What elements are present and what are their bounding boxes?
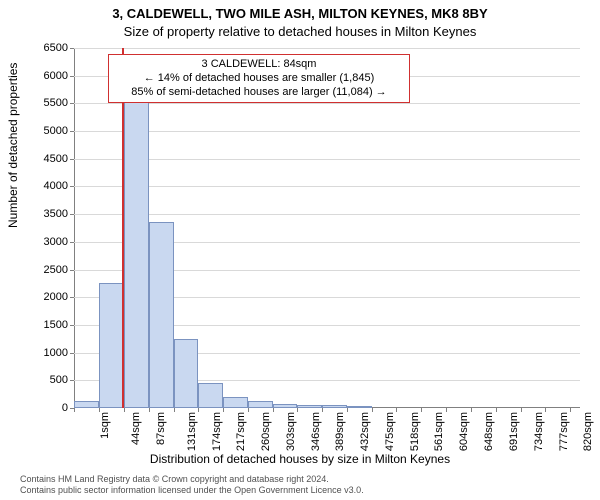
y-tick-label: 2500: [18, 264, 68, 276]
x-axis-title: Distribution of detached houses by size …: [0, 452, 600, 466]
y-tick-label: 6000: [18, 70, 68, 82]
histogram-bar: [174, 339, 199, 408]
x-tick-mark: [471, 408, 472, 412]
gridline: [74, 103, 580, 104]
footer-attribution: Contains HM Land Registry data © Crown c…: [20, 474, 364, 496]
y-tick-label: 1500: [18, 319, 68, 331]
x-tick-mark: [570, 408, 571, 412]
y-tick-mark: [70, 76, 74, 77]
x-tick-label: 604sqm: [458, 412, 470, 451]
y-tick-label: 5000: [18, 125, 68, 137]
x-tick-mark: [496, 408, 497, 412]
gridline: [74, 48, 580, 49]
x-tick-mark: [149, 408, 150, 412]
histogram-bar: [99, 283, 124, 408]
x-tick-label: 561sqm: [434, 412, 446, 451]
y-tick-label: 1000: [18, 347, 68, 359]
histogram-bar: [322, 405, 347, 408]
callout-line3: 85% of semi-detached houses are larger (…: [117, 86, 401, 100]
y-tick-label: 2000: [18, 291, 68, 303]
histogram-bar: [198, 383, 223, 408]
callout-line2: ← 14% of detached houses are smaller (1,…: [117, 72, 401, 86]
y-tick-label: 500: [18, 374, 68, 386]
x-tick-label: 217sqm: [235, 412, 247, 451]
x-tick-label: 174sqm: [211, 412, 223, 451]
y-tick-mark: [70, 159, 74, 160]
callout-line1: 3 CALDEWELL: 84sqm: [117, 58, 401, 72]
x-tick-mark: [74, 408, 75, 412]
y-tick-mark: [70, 297, 74, 298]
y-tick-mark: [70, 186, 74, 187]
x-tick-label: 777sqm: [558, 412, 570, 451]
x-tick-mark: [521, 408, 522, 412]
x-tick-mark: [545, 408, 546, 412]
x-tick-mark: [198, 408, 199, 412]
gridline: [74, 159, 580, 160]
y-tick-mark: [70, 242, 74, 243]
histogram-bar: [297, 405, 322, 408]
x-tick-label: 389sqm: [334, 412, 346, 451]
y-tick-label: 5500: [18, 97, 68, 109]
histogram-bar: [223, 397, 248, 408]
x-tick-label: 346sqm: [310, 412, 322, 451]
y-tick-mark: [70, 214, 74, 215]
x-tick-mark: [174, 408, 175, 412]
x-tick-label: 734sqm: [533, 412, 545, 451]
x-tick-label: 648sqm: [484, 412, 496, 451]
y-axis-line: [74, 48, 75, 408]
y-tick-mark: [70, 48, 74, 49]
histogram-bar: [273, 404, 298, 408]
x-tick-mark: [372, 408, 373, 412]
histogram-bar: [248, 401, 273, 408]
y-tick-label: 6500: [18, 42, 68, 54]
y-tick-label: 0: [18, 402, 68, 414]
gridline: [74, 186, 580, 187]
x-tick-label: 518sqm: [409, 412, 421, 451]
x-tick-label: 303sqm: [285, 412, 297, 451]
chart-container: 3, CALDEWELL, TWO MILE ASH, MILTON KEYNE…: [0, 0, 600, 500]
footer-line1: Contains HM Land Registry data © Crown c…: [20, 474, 364, 485]
y-axis-title: Number of detached properties: [6, 63, 20, 228]
x-tick-label: 691sqm: [508, 412, 520, 451]
y-tick-mark: [70, 131, 74, 132]
gridline: [74, 131, 580, 132]
x-tick-label: 260sqm: [260, 412, 272, 451]
x-tick-mark: [446, 408, 447, 412]
y-tick-label: 4500: [18, 153, 68, 165]
x-tick-label: 131sqm: [186, 412, 198, 451]
callout-box: 3 CALDEWELL: 84sqm ← 14% of detached hou…: [108, 54, 410, 103]
chart-title-sub: Size of property relative to detached ho…: [0, 24, 600, 39]
histogram-bar: [347, 406, 372, 408]
x-tick-label: 432sqm: [359, 412, 371, 451]
y-tick-mark: [70, 380, 74, 381]
x-tick-mark: [421, 408, 422, 412]
y-tick-mark: [70, 353, 74, 354]
x-tick-mark: [396, 408, 397, 412]
x-tick-label: 1sqm: [99, 412, 111, 439]
x-tick-mark: [124, 408, 125, 412]
x-tick-label: 475sqm: [384, 412, 396, 451]
gridline: [74, 214, 580, 215]
y-tick-mark: [70, 325, 74, 326]
x-tick-label: 820sqm: [583, 412, 595, 451]
chart-title-main: 3, CALDEWELL, TWO MILE ASH, MILTON KEYNE…: [0, 6, 600, 21]
x-tick-mark: [322, 408, 323, 412]
y-tick-label: 3000: [18, 236, 68, 248]
y-tick-mark: [70, 103, 74, 104]
x-tick-mark: [223, 408, 224, 412]
x-tick-mark: [347, 408, 348, 412]
histogram-bar: [74, 401, 99, 408]
x-tick-mark: [99, 408, 100, 412]
histogram-bar: [149, 222, 174, 408]
x-tick-mark: [273, 408, 274, 412]
x-tick-mark: [248, 408, 249, 412]
y-tick-label: 3500: [18, 208, 68, 220]
y-tick-label: 4000: [18, 180, 68, 192]
footer-line2: Contains public sector information licen…: [20, 485, 364, 496]
x-tick-label: 87sqm: [155, 412, 167, 445]
x-tick-mark: [297, 408, 298, 412]
histogram-bar: [124, 99, 149, 408]
y-tick-mark: [70, 270, 74, 271]
x-tick-label: 44sqm: [130, 412, 142, 445]
